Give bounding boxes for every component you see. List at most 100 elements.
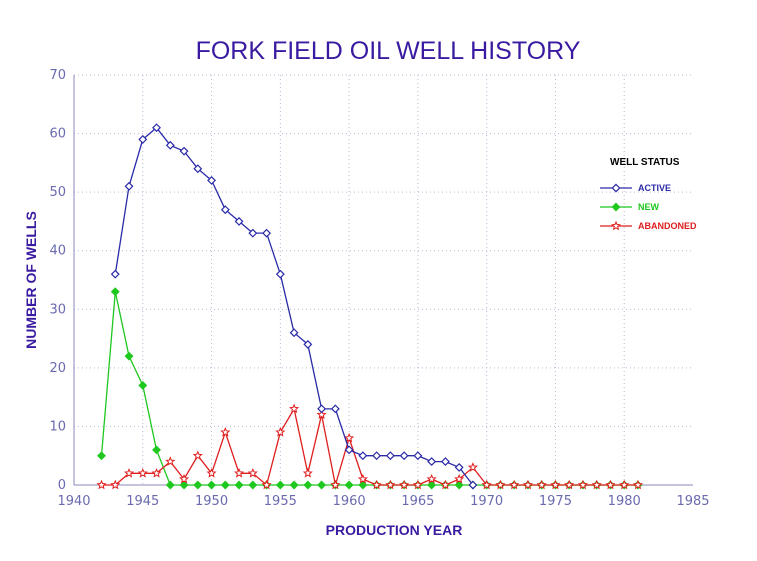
x-tick-label: 1945 (126, 494, 159, 509)
data-point-abandoned (495, 479, 506, 490)
x-tick-label: 1950 (195, 494, 228, 509)
data-point-abandoned (412, 479, 423, 490)
data-point-active (248, 228, 258, 238)
data-point-active (317, 404, 327, 414)
data-point-abandoned (522, 479, 533, 490)
y-tick-label: 40 (49, 244, 66, 259)
data-point-abandoned (385, 479, 396, 490)
data-point-active (427, 457, 437, 467)
data-point-active (385, 451, 395, 461)
data-point-active (138, 134, 148, 144)
data-point-new (97, 451, 106, 461)
y-tick-label: 30 (49, 302, 66, 317)
legend-marker-new (611, 202, 621, 212)
data-point-active (262, 228, 272, 238)
grid (74, 74, 693, 485)
data-point-abandoned (426, 473, 437, 484)
data-point-abandoned (206, 467, 217, 478)
data-point-new (234, 480, 244, 490)
data-point-active (165, 140, 175, 150)
series-line-active (114, 126, 474, 486)
y-tick-label: 70 (49, 68, 66, 83)
data-point-new (193, 480, 203, 490)
y-tick-label: 0 (58, 478, 66, 493)
data-point-active (303, 339, 313, 349)
legend-label-new: NEW (638, 202, 660, 212)
data-point-new (124, 351, 134, 361)
data-point-abandoned (247, 467, 258, 478)
data-point-abandoned (137, 467, 148, 478)
series-line-abandoned (101, 407, 638, 487)
data-point-active (344, 445, 354, 455)
data-point-abandoned (96, 479, 107, 490)
data-point-new (220, 480, 230, 490)
x-tick-label: 1960 (333, 494, 366, 509)
data-point-abandoned (302, 467, 313, 478)
series-new (97, 287, 643, 490)
data-point-new (427, 480, 437, 490)
data-point-new (289, 480, 299, 490)
data-point-active (220, 205, 230, 215)
x-tick-label: 1985 (676, 494, 709, 509)
data-point-new (110, 287, 120, 297)
data-point-active (372, 451, 382, 461)
data-point-abandoned (440, 479, 451, 490)
data-point-abandoned (123, 467, 135, 478)
legend: WELL STATUS ACTIVE NEW ABANDONED (600, 157, 697, 231)
data-point-new (207, 480, 217, 490)
data-point-abandoned (357, 473, 368, 484)
data-point-abandoned (577, 479, 588, 490)
data-point-abandoned (550, 479, 561, 490)
data-point-abandoned (454, 473, 465, 484)
data-point-active (234, 216, 244, 226)
data-point-abandoned (605, 479, 616, 490)
data-point-active (440, 457, 450, 467)
data-point-abandoned (289, 403, 300, 414)
data-point-abandoned (467, 462, 478, 472)
x-tick-label: 1970 (470, 494, 503, 509)
data-point-new (317, 480, 327, 490)
x-tick-label: 1975 (539, 494, 572, 509)
x-tick-label: 1965 (401, 494, 434, 509)
data-point-active (399, 451, 409, 461)
series-layer (96, 123, 644, 490)
x-tick-label: 1955 (264, 494, 297, 509)
data-point-active (413, 451, 423, 461)
data-point-abandoned (220, 426, 231, 437)
data-point-new (344, 480, 354, 490)
data-point-abandoned (591, 479, 602, 490)
data-point-active (207, 175, 217, 185)
data-point-abandoned (192, 450, 203, 461)
y-tick-label: 60 (49, 127, 66, 142)
data-point-abandoned (632, 479, 644, 490)
data-point-abandoned (316, 409, 327, 420)
data-point-active (110, 269, 120, 279)
data-point-abandoned (275, 426, 286, 437)
data-point-abandoned (151, 467, 162, 478)
data-point-abandoned (509, 479, 520, 490)
data-point-active (179, 146, 189, 156)
data-point-active (152, 123, 161, 133)
data-point-abandoned (330, 479, 341, 490)
data-point-abandoned (619, 479, 630, 490)
data-point-new (303, 480, 313, 490)
data-point-active (454, 462, 464, 472)
y-tick-label: 50 (49, 185, 66, 200)
data-point-new (454, 480, 464, 490)
data-point-new (179, 480, 189, 490)
data-point-active (330, 404, 340, 414)
data-point-active (193, 164, 203, 174)
data-point-abandoned (179, 473, 190, 484)
legend-label-abandoned: ABANDONED (638, 221, 697, 231)
y-axis-label: NUMBER OF WELLS (23, 211, 39, 349)
y-tick-label: 10 (49, 419, 66, 434)
chart-title: FORK FIELD OIL WELL HISTORY (196, 37, 581, 65)
legend-marker-abandoned (610, 220, 622, 231)
series-active (110, 123, 478, 490)
x-axis-label: PRODUCTION YEAR (326, 522, 463, 538)
data-point-active (358, 451, 368, 461)
legend-marker-active (611, 183, 621, 193)
data-point-new (152, 445, 161, 455)
legend-label-active: ACTIVE (638, 183, 671, 193)
